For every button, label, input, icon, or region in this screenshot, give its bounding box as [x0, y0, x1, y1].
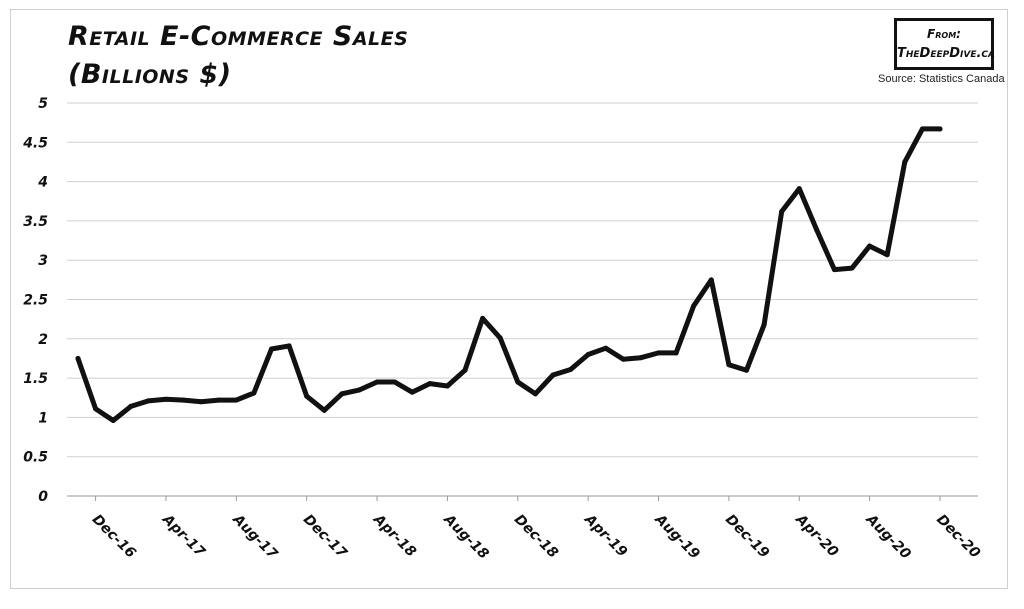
data-point — [831, 267, 837, 273]
data-point — [532, 391, 538, 397]
x-tick-label: Aug-17 — [229, 511, 281, 563]
y-tick-label: 3.5 — [23, 214, 48, 230]
data-point — [356, 387, 362, 393]
y-tick-label: 4.5 — [22, 135, 48, 151]
y-tick-label: 1 — [38, 410, 48, 426]
data-point — [462, 367, 468, 373]
data-point — [374, 379, 380, 385]
data-point — [779, 208, 785, 214]
x-tick-label: Dec-17 — [300, 512, 350, 562]
data-point — [708, 277, 714, 283]
data-point — [93, 406, 99, 412]
x-tick-label: Aug-19 — [651, 511, 703, 563]
data-point — [339, 391, 345, 397]
data-point — [409, 389, 415, 395]
data-point — [444, 383, 450, 389]
data-point — [392, 379, 398, 385]
data-point — [656, 350, 662, 356]
y-tick-label: 0 — [38, 489, 48, 505]
data-point — [937, 126, 943, 132]
x-tick-label: Dec-16 — [89, 512, 139, 562]
data-point — [286, 343, 292, 349]
data-point — [603, 345, 609, 351]
series-line — [75, 126, 943, 423]
y-tick-label: 4 — [37, 175, 48, 191]
y-tick-label: 0.5 — [23, 450, 48, 466]
data-point — [515, 379, 521, 385]
data-point — [884, 252, 890, 258]
data-point — [638, 355, 644, 361]
x-tick-label: Apr-19 — [581, 511, 631, 561]
data-point — [163, 396, 169, 402]
data-point — [585, 352, 591, 358]
data-point — [849, 265, 855, 271]
x-tick-label: Dec-19 — [722, 512, 772, 562]
data-point — [620, 356, 626, 362]
x-tick-label: Aug-20 — [862, 511, 914, 563]
data-point — [304, 393, 310, 399]
badge-site-label: TheDeepDive.ca — [897, 46, 995, 61]
data-point — [568, 366, 574, 372]
source-note: Source: Statistics Canada — [878, 73, 1005, 85]
chart-title-line-2: (Billions $) — [68, 59, 232, 90]
x-tick-label: Aug-18 — [440, 511, 492, 563]
x-tick-label: Apr-18 — [370, 511, 420, 561]
data-point — [427, 381, 433, 387]
badge-from-label: From: — [927, 27, 961, 41]
data-point — [726, 362, 732, 368]
data-point — [550, 372, 556, 378]
data-point — [743, 367, 749, 373]
data-point — [321, 407, 327, 413]
y-tick-label: 2 — [38, 332, 48, 348]
y-tick-label: 3 — [38, 253, 48, 269]
data-point — [145, 398, 151, 404]
data-point — [251, 390, 257, 396]
data-point — [181, 397, 187, 403]
y-tick-label: 2.5 — [23, 293, 48, 309]
data-point — [691, 303, 697, 309]
data-point — [814, 227, 820, 233]
data-point — [216, 397, 222, 403]
data-point — [198, 399, 204, 405]
data-point — [497, 335, 503, 341]
data-point — [269, 346, 275, 352]
y-tick-label: 5 — [38, 96, 48, 112]
data-point — [867, 243, 873, 249]
data-point — [919, 126, 925, 132]
source-badge: From: TheDeepDive.ca — [894, 18, 995, 70]
data-point — [480, 315, 486, 321]
chart-title-line-1: Retail E-Commerce Sales — [68, 21, 409, 52]
data-point — [110, 418, 116, 424]
data-point — [761, 322, 767, 328]
x-tick-label: Dec-20 — [933, 512, 983, 562]
x-tick-label: Apr-20 — [792, 511, 842, 561]
data-point — [796, 186, 802, 192]
data-point — [75, 355, 81, 361]
x-tick-label: Dec-18 — [511, 512, 561, 562]
data-point — [128, 403, 134, 409]
chart-title: Retail E-Commerce Sales (Billions $) — [68, 18, 408, 94]
data-point — [233, 397, 239, 403]
data-point — [902, 159, 908, 165]
y-tick-label: 1.5 — [23, 371, 48, 387]
x-tick-label: Apr-17 — [158, 511, 208, 561]
data-point — [673, 350, 679, 356]
